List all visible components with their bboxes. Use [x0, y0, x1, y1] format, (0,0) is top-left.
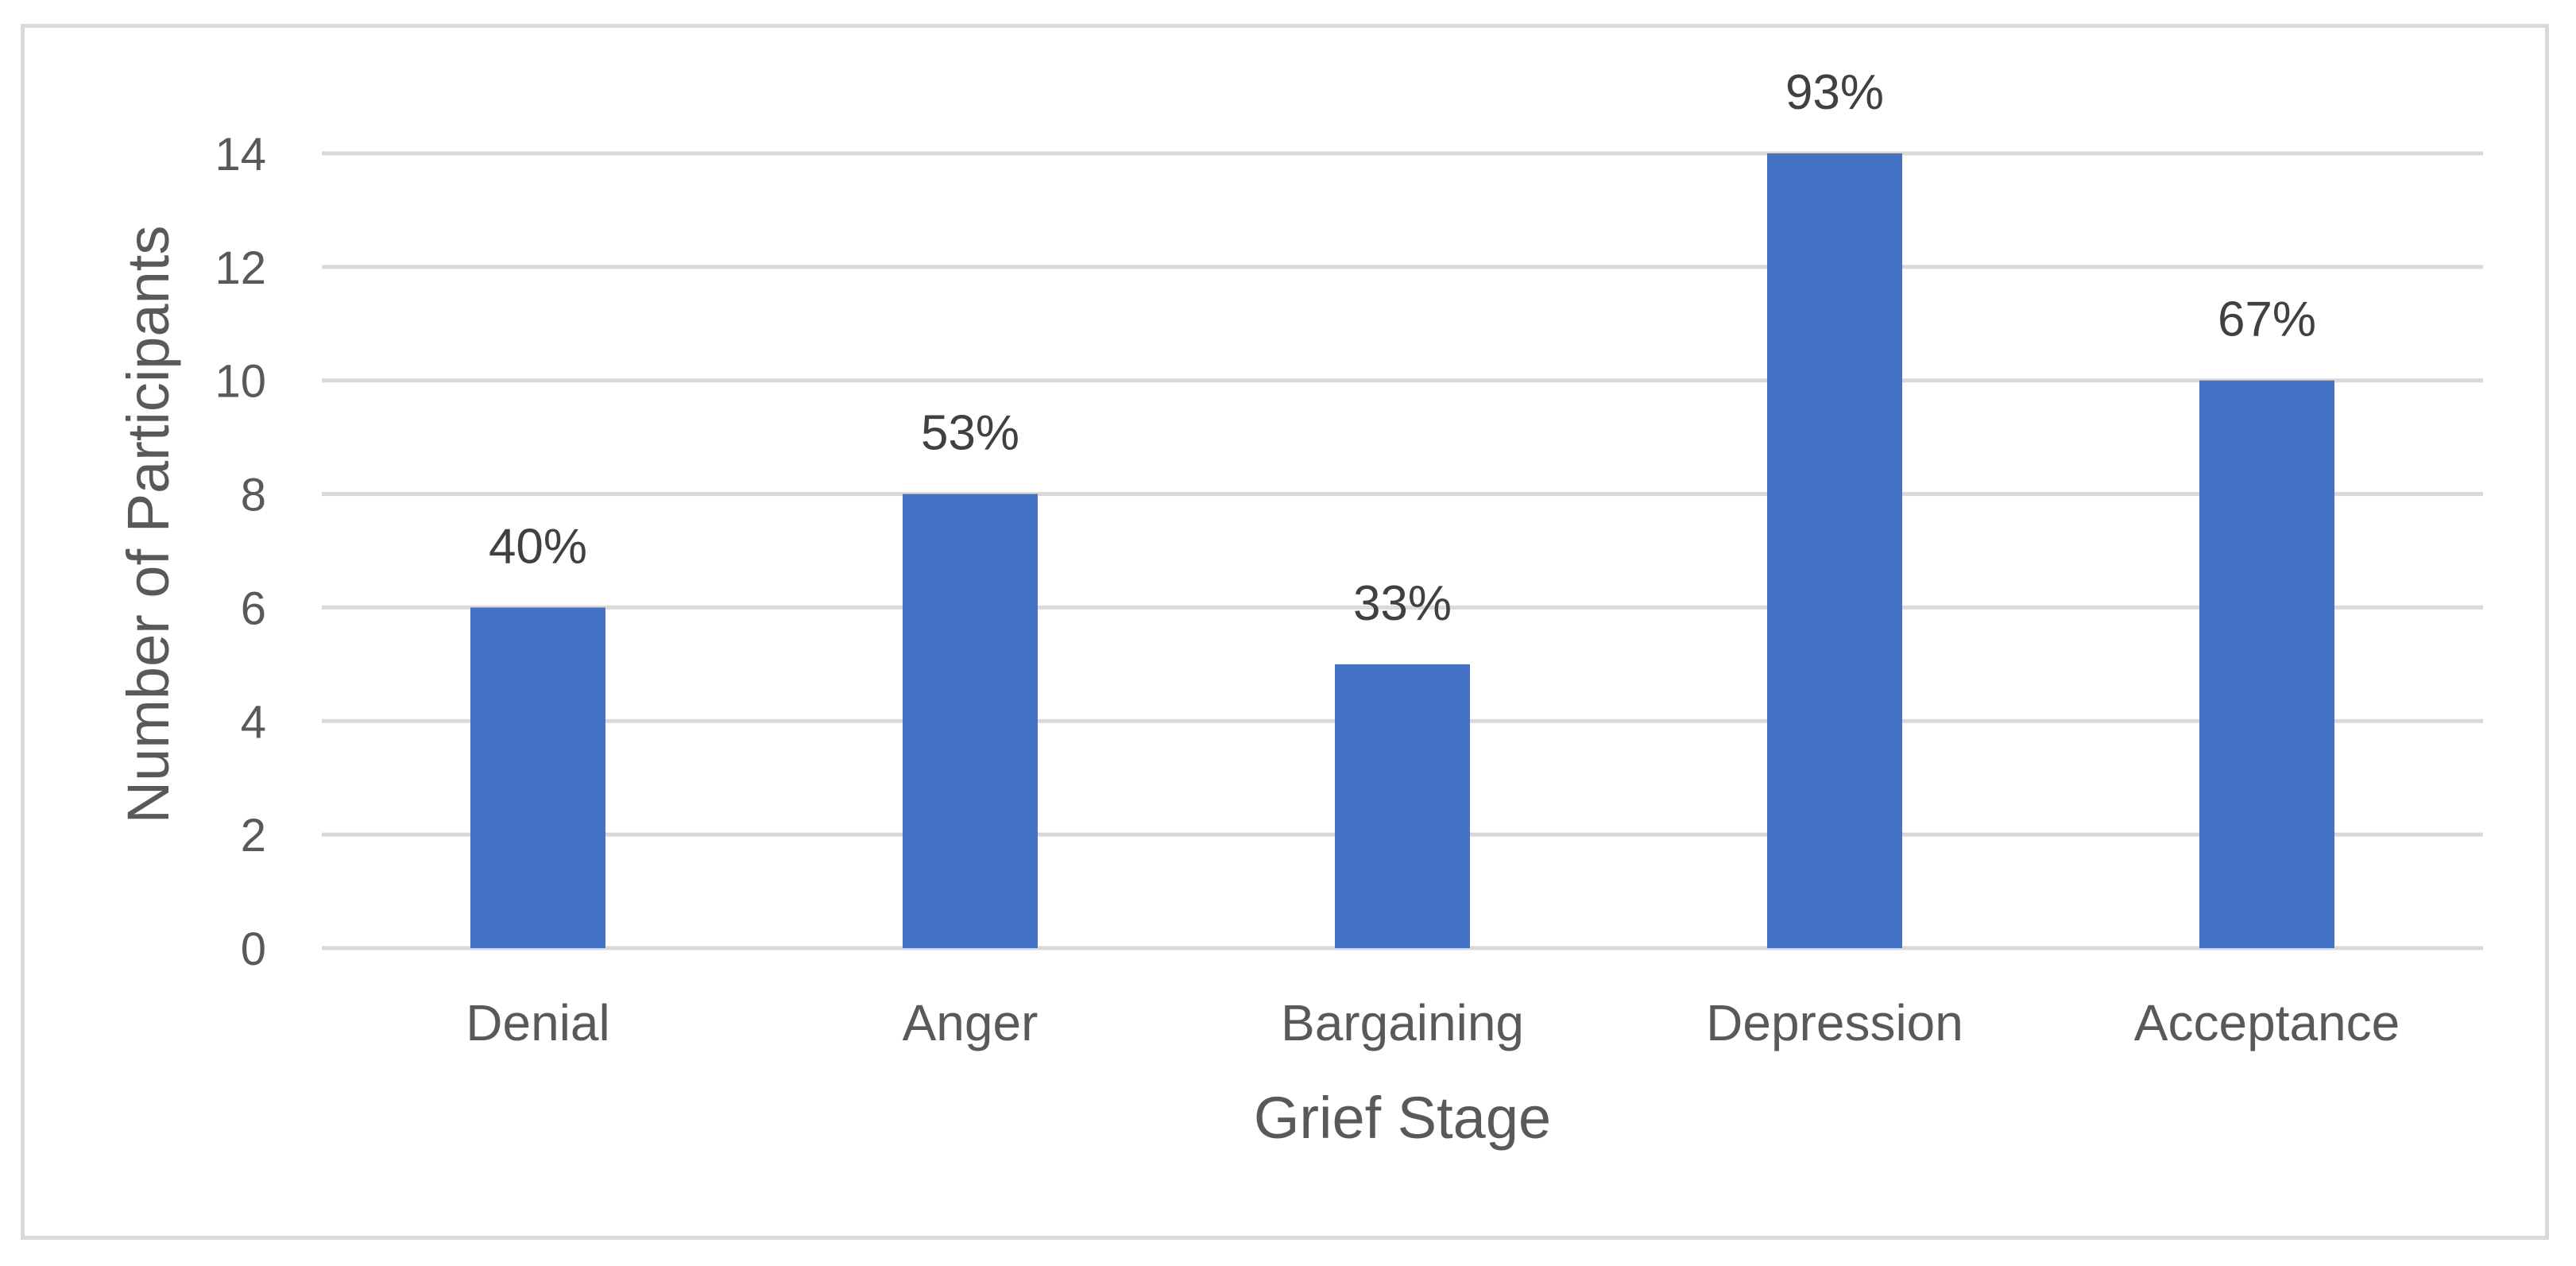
y-tick-label: 4 [241, 696, 266, 748]
data-labels: 40% 53% 33% 93% 67% [489, 65, 2316, 631]
x-category-label: Anger [903, 994, 1039, 1051]
y-axis-ticks: 0 2 4 6 8 10 12 14 [215, 129, 266, 975]
y-tick-label: 0 [241, 923, 266, 975]
x-axis-categories: Denial Anger Bargaining Depression Acceptanc… [466, 994, 2400, 1051]
x-axis-title: Grief Stage [1254, 1085, 1551, 1151]
bar-acceptance [2199, 380, 2334, 948]
chart-frame [21, 24, 2549, 1240]
data-label: 67% [2218, 292, 2316, 347]
x-category-label: Denial [466, 994, 609, 1051]
y-axis-title: Number of Participants [115, 226, 181, 824]
y-tick-label: 10 [215, 356, 266, 408]
y-tick-label: 12 [215, 242, 266, 294]
bar-denial [470, 607, 605, 948]
bars [470, 153, 2334, 948]
bar-depression [1767, 153, 1902, 948]
x-category-label: Bargaining [1281, 994, 1524, 1051]
data-label: 40% [489, 519, 587, 574]
gridlines [322, 151, 2483, 950]
bar-bargaining [1335, 664, 1470, 948]
data-label: 93% [1785, 65, 1884, 120]
data-label: 33% [1353, 576, 1452, 631]
data-label: 53% [921, 406, 1019, 461]
x-category-label: Depression [1706, 994, 1963, 1051]
bar-anger [903, 494, 1038, 948]
y-tick-label: 14 [215, 129, 266, 180]
y-tick-label: 8 [241, 470, 266, 521]
y-tick-label: 2 [241, 810, 266, 861]
x-category-label: Acceptance [2134, 994, 2400, 1051]
y-tick-label: 6 [241, 583, 266, 634]
